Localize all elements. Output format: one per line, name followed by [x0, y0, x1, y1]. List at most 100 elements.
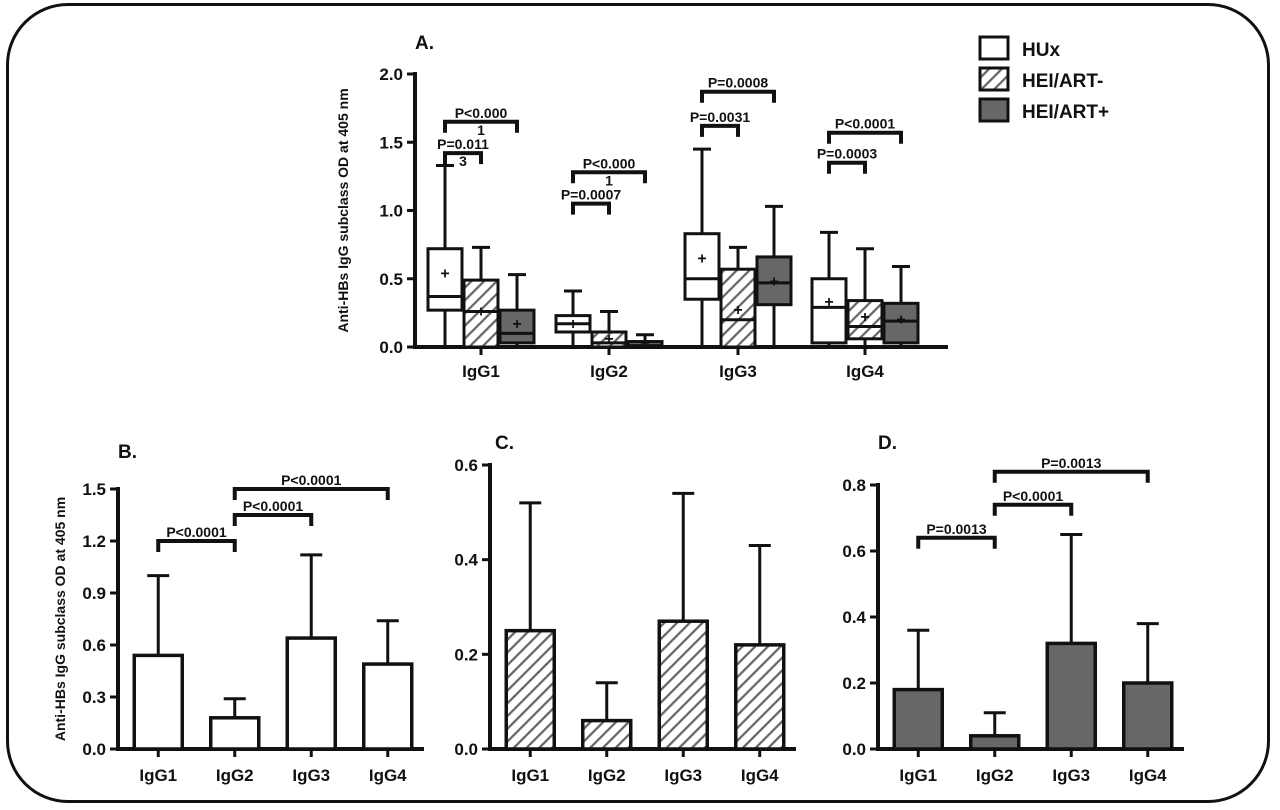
comparison-bracket: P=0.0008: [700, 75, 776, 103]
mean-marker: +: [512, 316, 521, 333]
box-plot: +: [554, 289, 592, 347]
comparison-bracket: P=0.0003: [817, 146, 878, 174]
p-value-label-cont: 3: [459, 153, 467, 169]
box-iqr: [498, 308, 536, 345]
y-tick-label: 0.2: [842, 674, 866, 693]
x-category-label: IgG3: [664, 766, 702, 785]
y-tick-label: 0.6: [82, 636, 106, 655]
box-plot: +: [426, 163, 464, 347]
y-tick-label: 0.4: [842, 608, 866, 627]
legend-entry: HEI/ART-: [978, 66, 1103, 92]
box-iqr: [719, 267, 757, 349]
bracket-line: [156, 539, 237, 552]
p-value-label: P=0.0008: [708, 75, 769, 91]
x-category-label: IgG2: [976, 766, 1014, 785]
legend-entry: HEI/ART+: [978, 97, 1109, 123]
mean-marker: +: [697, 250, 706, 267]
bracket-line: [700, 89, 776, 103]
mean-marker: +: [733, 302, 742, 319]
legend-label: HEI/ART-: [1022, 71, 1103, 92]
panel-b-chart: 0.0 0.3 0.6 0.9 1.2 1.5 Anti-HBs IgG subclass …: [52, 442, 424, 785]
mean-marker: +: [769, 273, 778, 290]
y-tick-label: 0.0: [379, 338, 403, 357]
legend-label: HUx: [1022, 40, 1060, 61]
panel-label: D.: [878, 433, 897, 454]
y-tick-label: 0.8: [842, 476, 866, 495]
p-value-label: P=0.0013: [926, 521, 987, 537]
p-value-label-cont: 1: [477, 122, 485, 138]
bar: [657, 619, 709, 751]
mean-marker: +: [476, 304, 485, 321]
x-category-label: IgG1: [139, 766, 177, 785]
comparison-bracket: P<0.0001: [992, 488, 1074, 516]
x-category-label: IgG1: [462, 362, 500, 381]
box-plot: +: [590, 310, 628, 349]
p-value-label: P<0.000: [455, 105, 508, 121]
y-tick-label: 0.5: [379, 270, 403, 289]
bracket-line: [232, 487, 390, 500]
bar: [1122, 681, 1174, 751]
box-plot: +: [810, 230, 848, 347]
bar: [734, 643, 786, 751]
comparison-bracket: P=0.0013: [916, 521, 997, 549]
legend: HUx HEI/ART- HEI/ART+: [978, 35, 1109, 123]
box-plot: +: [626, 333, 664, 352]
y-tick-label: 1.5: [82, 480, 106, 499]
x-category-label: IgG1: [899, 766, 937, 785]
comparison-bracket: P<0.0001: [232, 472, 390, 500]
bracket-line: [700, 123, 740, 137]
figure-frame: [6, 3, 1270, 803]
mean-marker: +: [440, 265, 449, 282]
x-category-label: IgG3: [719, 362, 757, 381]
p-value-label: P=0.011: [437, 136, 489, 152]
y-tick-label: 0.0: [82, 740, 106, 759]
legend-swatch: [978, 35, 1010, 61]
box-plot: +: [462, 245, 500, 349]
comparison-bracket: P<0.0001: [827, 116, 903, 144]
x-category-label: IgG4: [741, 766, 779, 785]
x-category-label: IgG3: [1052, 766, 1090, 785]
bracket-line: [443, 119, 519, 133]
box-iqr: [882, 301, 920, 345]
p-value-label: P<0.0001: [835, 116, 896, 132]
p-value-label: P=0.0013: [1041, 455, 1102, 471]
comparison-bracket: P=0.0031: [690, 109, 750, 137]
bar: [969, 734, 1021, 751]
bracket-line: [916, 535, 997, 549]
y-tick-label: 0.0: [454, 740, 478, 759]
x-category-label: IgG4: [1129, 766, 1167, 785]
comparison-bracket: P<0.0001: [156, 524, 237, 552]
legend-label: HEI/ART+: [1022, 102, 1109, 123]
bar: [892, 687, 944, 751]
p-value-label: P=0.0003: [817, 146, 878, 162]
mean-marker: +: [568, 316, 577, 333]
bar: [285, 636, 337, 751]
comparison-bracket: P=0.0007: [561, 187, 622, 215]
bracket-line: [571, 201, 611, 215]
y-tick-label: 0.6: [454, 456, 478, 475]
y-tick-label: 0.4: [454, 551, 478, 570]
box-plot: +: [719, 245, 757, 349]
legend-entry: HUx: [978, 35, 1060, 61]
bar: [362, 662, 414, 751]
x-category-label: IgG4: [369, 766, 407, 785]
x-category-label: IgG2: [216, 766, 254, 785]
bracket-line: [992, 502, 1074, 516]
bar: [581, 718, 633, 751]
y-tick-label: 0.6: [842, 542, 866, 561]
bar: [209, 716, 261, 751]
box-iqr: [810, 277, 848, 345]
y-axis-label: Anti-HBs IgG subclass OD at 405 nm: [52, 497, 68, 741]
comparison-bracket: P<0.0001: [443, 105, 519, 138]
y-tick-label: 1.5: [379, 133, 403, 152]
x-category-label: IgG4: [846, 362, 884, 381]
box-plot: +: [683, 147, 721, 347]
comparison-bracket: P<0.0001: [571, 155, 647, 188]
bracket-line: [232, 513, 314, 526]
mean-marker: +: [860, 309, 869, 326]
p-value-label: P=0.0007: [561, 187, 622, 203]
bracket-line: [571, 170, 647, 184]
y-tick-label: 1.2: [82, 532, 106, 551]
box-iqr: [462, 278, 500, 349]
